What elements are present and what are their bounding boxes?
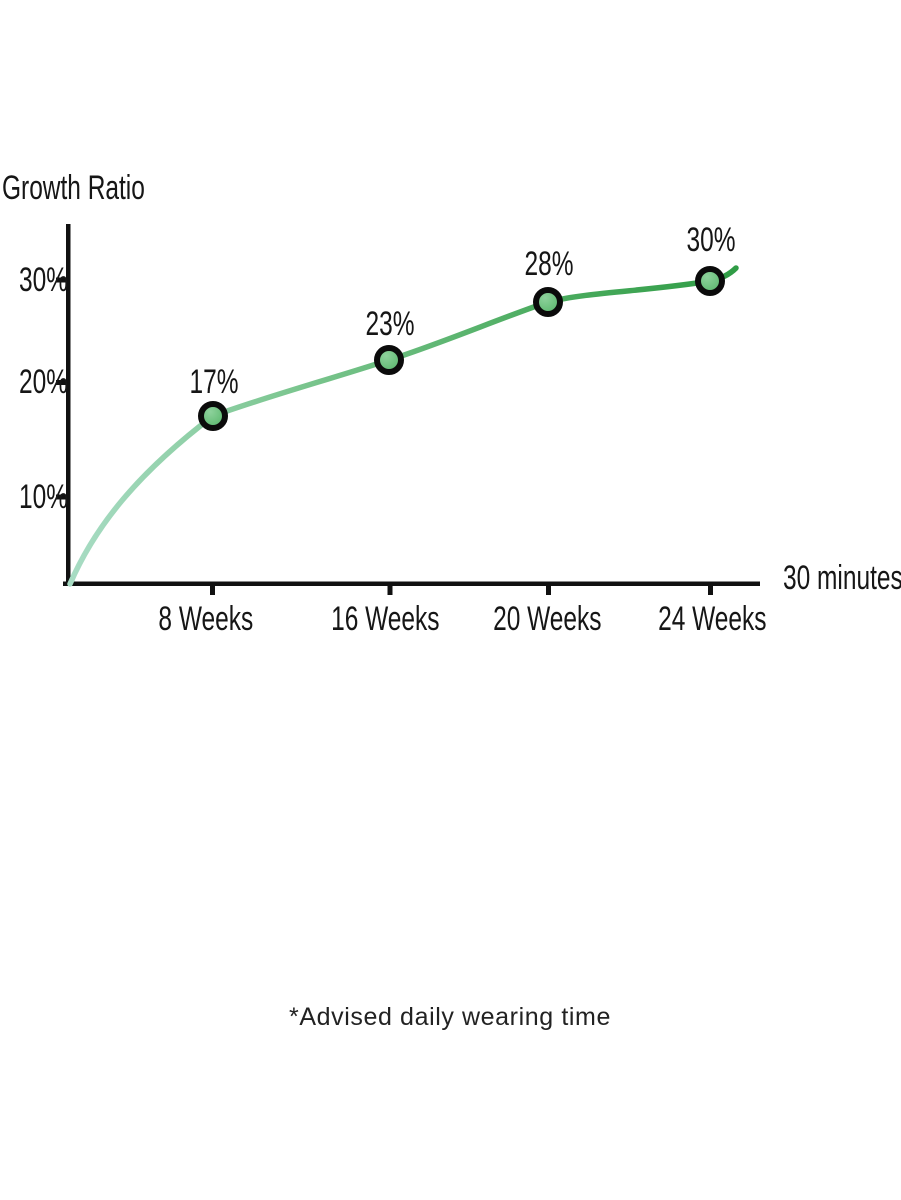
x-axis-line	[63, 581, 760, 586]
point-label-23: 23%	[365, 305, 415, 343]
x-tick-16-weeks	[387, 583, 393, 595]
y-tick-label-20: 20%	[19, 363, 69, 401]
data-point-marker-17	[198, 401, 228, 431]
point-label-28: 28%	[524, 245, 574, 283]
x-tick-label-16-weeks: 16 Weeks	[330, 600, 440, 638]
x-tick-24-weeks	[708, 583, 713, 595]
x-tick-label-20-weeks: 20 Weeks	[492, 600, 602, 638]
data-point-marker-30	[695, 266, 725, 296]
y-tick-label-10: 10%	[19, 478, 69, 516]
x-axis-annotation: 30 minutes	[783, 559, 901, 597]
y-axis-title-text: Growth Ratio	[2, 169, 145, 207]
y-tick-20	[56, 380, 70, 385]
x-tick-8-weeks	[210, 583, 215, 595]
y-axis-line	[66, 224, 71, 585]
x-tick-label-24-weeks: 24 Weeks	[657, 600, 767, 638]
y-tick-label-30: 30%	[19, 261, 69, 299]
data-point-marker-23	[374, 345, 404, 375]
y-tick-10	[56, 494, 70, 500]
data-point-marker-28	[533, 287, 563, 317]
y-tick-30	[56, 277, 70, 283]
growth-curve-line	[67, 265, 739, 587]
point-label-17: 17%	[189, 363, 239, 401]
footnote: *Advised daily wearing time	[289, 1003, 611, 1031]
x-tick-label-8-weeks: 8 Weeks	[158, 600, 254, 638]
x-tick-20-weeks	[546, 583, 551, 595]
y-axis-title: Growth Ratio	[2, 171, 200, 205]
point-label-30: 30%	[686, 221, 736, 259]
